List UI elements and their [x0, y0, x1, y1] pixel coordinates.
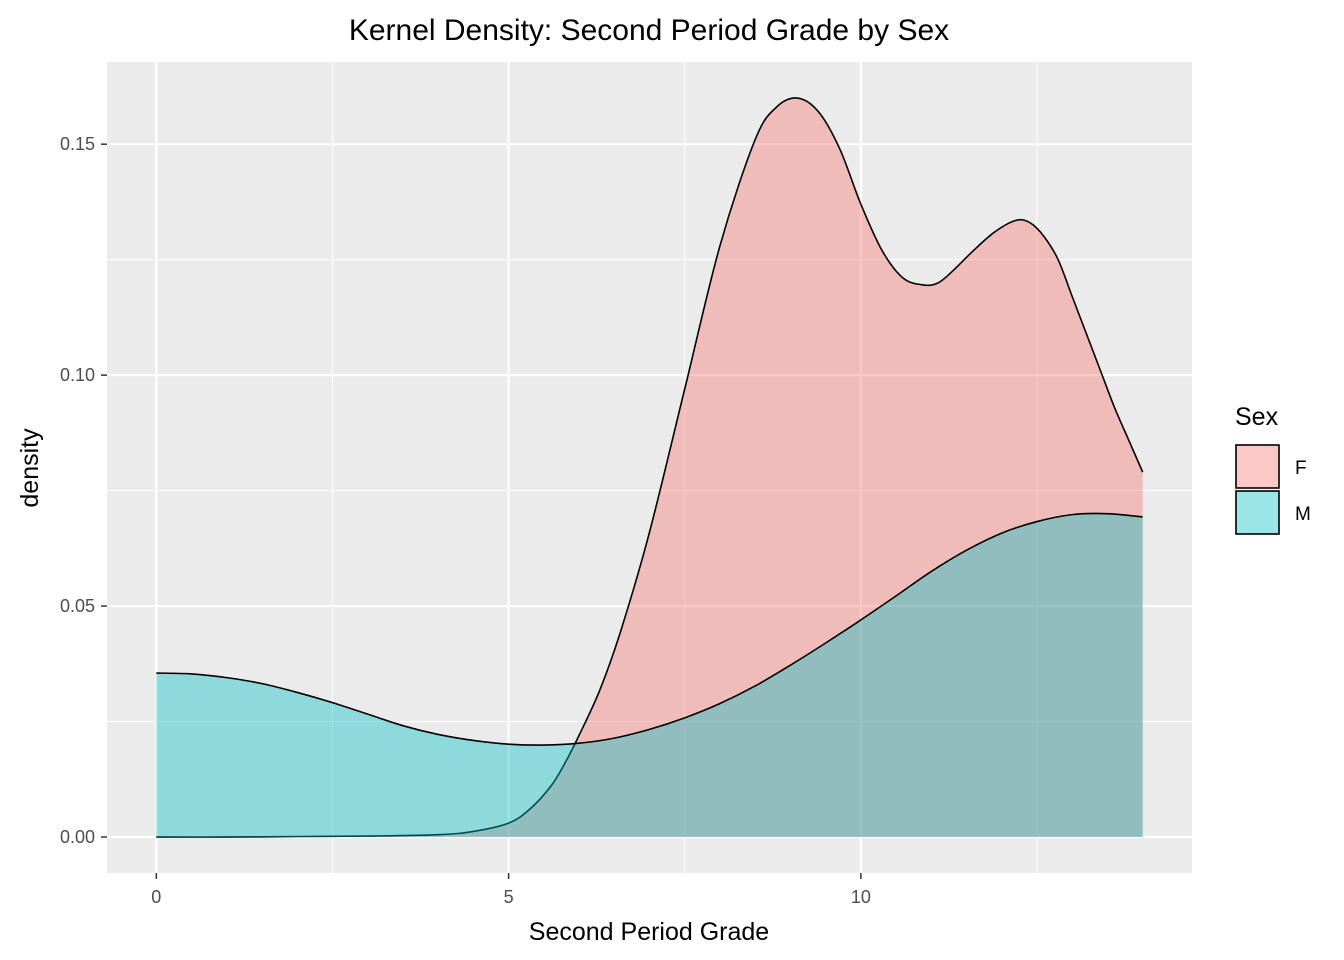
density-curve-F	[156, 97, 1144, 838]
density-area-F	[156, 97, 1143, 838]
y-axis-ticks: 0.00 0.05 0.10 0.15	[60, 134, 107, 847]
x-tick-label: 5	[504, 887, 514, 907]
legend-label-M: M	[1295, 504, 1311, 525]
legend-swatch-F	[1235, 444, 1280, 489]
y-tick-label: 0.15	[60, 134, 95, 154]
major-gridlines	[107, 62, 1192, 873]
x-tick-label: 10	[851, 887, 871, 907]
legend-label-F: F	[1295, 458, 1307, 479]
x-axis-ticks: 0 5 10	[151, 873, 871, 907]
y-axis-title: density	[16, 428, 44, 508]
chart-title: Kernel Density: Second Period Grade by S…	[349, 14, 949, 47]
x-tick-label: 0	[151, 887, 161, 907]
x-axis-title: Second Period Grade	[529, 918, 769, 946]
y-tick-label: 0.00	[60, 827, 95, 847]
legend-title: Sex	[1235, 403, 1279, 431]
minor-gridlines	[107, 62, 1192, 873]
density-areas	[156, 97, 1144, 838]
plot-panel	[107, 62, 1192, 873]
legend: Sex FM	[1235, 403, 1311, 535]
legend-key-bg	[1236, 445, 1279, 488]
density-curve-M	[156, 512, 1143, 746]
legend-items: FM	[1235, 444, 1311, 535]
y-tick-label: 0.05	[60, 596, 95, 616]
y-tick-label: 0.10	[60, 365, 95, 385]
legend-key-bg	[1236, 491, 1279, 534]
density-area-M	[156, 513, 1143, 837]
legend-swatch-M	[1235, 490, 1280, 535]
